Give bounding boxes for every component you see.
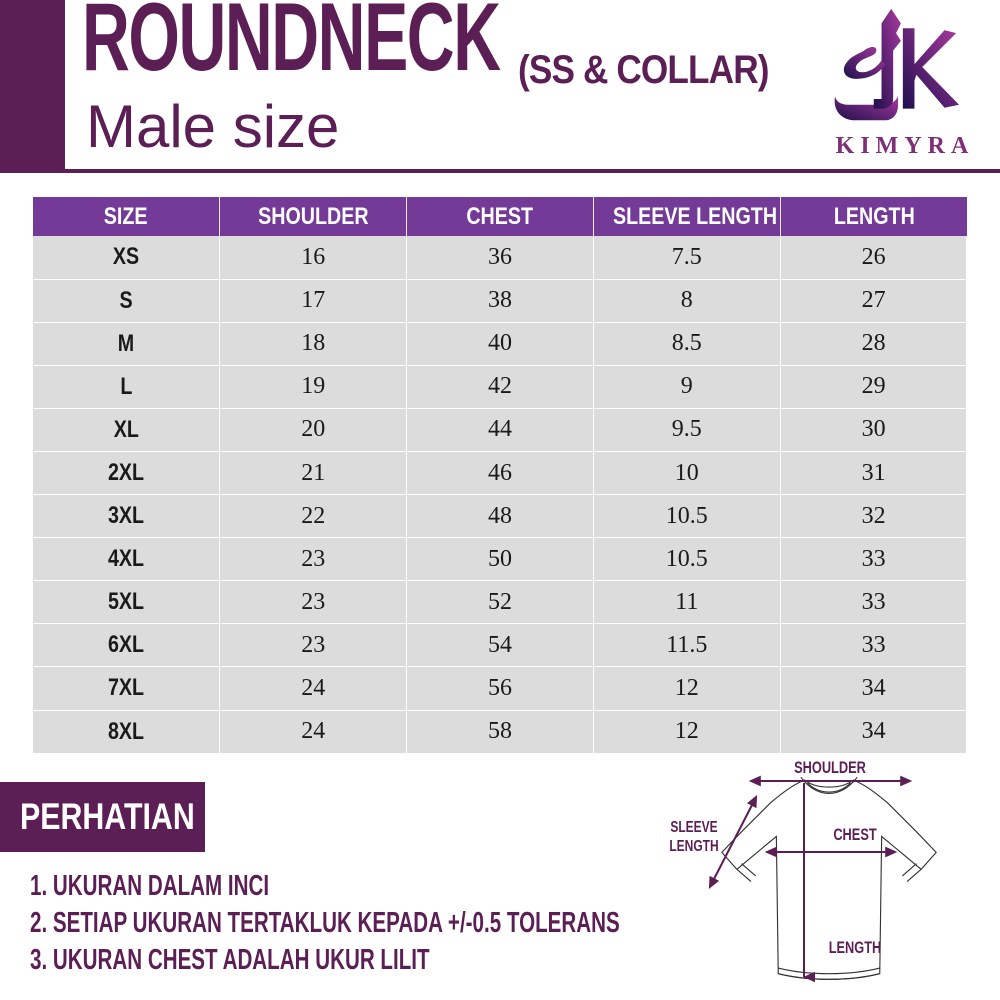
svg-text:SLEEVE: SLEEVE (670, 817, 717, 835)
svg-text:LENGTH: LENGTH (829, 938, 882, 957)
svg-text:LENGTH: LENGTH (669, 836, 718, 854)
svg-text:CHEST: CHEST (833, 825, 876, 844)
svg-text:SHOULDER: SHOULDER (794, 758, 866, 777)
